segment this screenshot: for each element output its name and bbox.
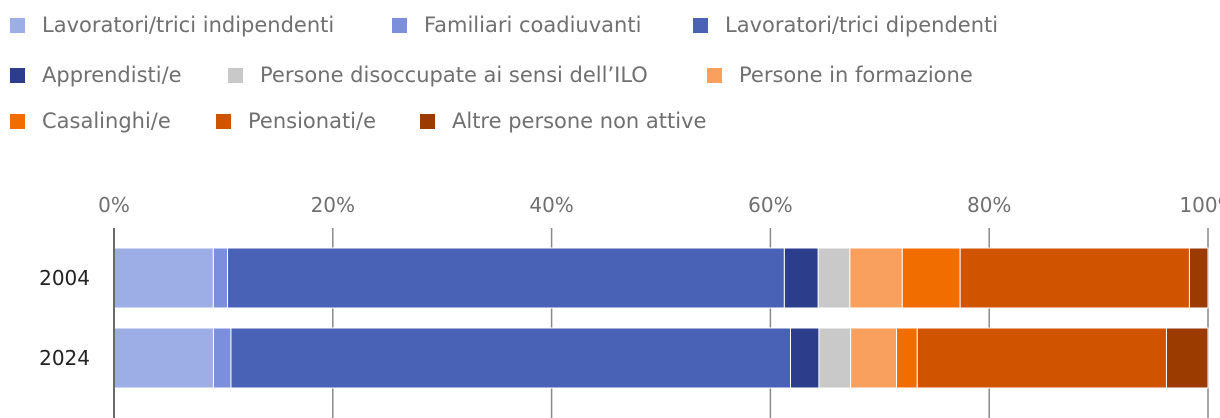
legend-label: Familiari coadiuvanti xyxy=(424,13,642,37)
legend-label: Lavoratori/trici dipendenti xyxy=(725,13,999,37)
legend-swatch xyxy=(707,67,722,83)
bar-segment xyxy=(212,247,229,309)
legend-label: Casalinghi/e xyxy=(42,109,171,133)
legend-swatch xyxy=(10,67,25,83)
legend-label: Lavoratori/trici indipendenti xyxy=(42,13,335,37)
bar-segment xyxy=(1165,327,1209,389)
legend-item: Casalinghi/e xyxy=(10,104,171,138)
bar-segment xyxy=(1188,247,1209,309)
legend-label: Persone disoccupate ai sensi dell’ILO xyxy=(260,63,648,87)
legend-item: Persone disoccupate ai sensi dell’ILO xyxy=(228,58,648,92)
legend-label: Apprendisti/e xyxy=(42,63,182,87)
x-tick-label: 40% xyxy=(529,193,573,217)
legend-swatch xyxy=(420,113,435,129)
legend-item: Altre persone non attive xyxy=(420,104,706,138)
bar-segment xyxy=(227,247,785,309)
legend-swatch xyxy=(228,67,243,83)
x-tick-label: 20% xyxy=(311,193,355,217)
bar-segment xyxy=(916,327,1167,389)
bar-segment xyxy=(959,247,1190,309)
bar-segment xyxy=(850,327,898,389)
x-tick-label: 60% xyxy=(748,193,792,217)
legend-item: Persone in formazione xyxy=(707,58,973,92)
legend-label: Altre persone non attive xyxy=(452,109,707,133)
legend-label: Pensionati/e xyxy=(248,109,377,133)
bar-segment xyxy=(230,327,792,389)
x-tick-label: 100% xyxy=(1179,193,1220,217)
bar-segment xyxy=(901,247,961,309)
legend-swatch xyxy=(216,113,231,129)
legend-label: Persone in formazione xyxy=(739,63,973,87)
bar-segment xyxy=(783,247,819,309)
bar-segment xyxy=(817,247,851,309)
legend-item: Lavoratori/trici indipendenti xyxy=(10,8,334,42)
legend-item: Apprendisti/e xyxy=(10,58,182,92)
legend-item: Lavoratori/trici dipendenti xyxy=(693,8,998,42)
x-tick-label: 0% xyxy=(98,193,130,217)
bar-segment xyxy=(818,327,852,389)
bar-segment xyxy=(896,327,918,389)
legend-item: Pensionati/e xyxy=(216,104,376,138)
bar-segment xyxy=(849,247,903,309)
legend-swatch xyxy=(392,17,407,33)
legend-swatch xyxy=(10,113,25,129)
bar-segment xyxy=(212,327,232,389)
category-label: 2024 xyxy=(39,346,90,370)
bar-segment xyxy=(113,247,214,309)
category-label: 2004 xyxy=(39,266,90,290)
bar-segment xyxy=(790,327,820,389)
legend-item: Familiari coadiuvanti xyxy=(392,8,641,42)
bar-segment xyxy=(113,327,214,389)
legend-swatch xyxy=(693,17,708,33)
legend-swatch xyxy=(10,17,25,33)
x-tick-label: 80% xyxy=(967,193,1011,217)
